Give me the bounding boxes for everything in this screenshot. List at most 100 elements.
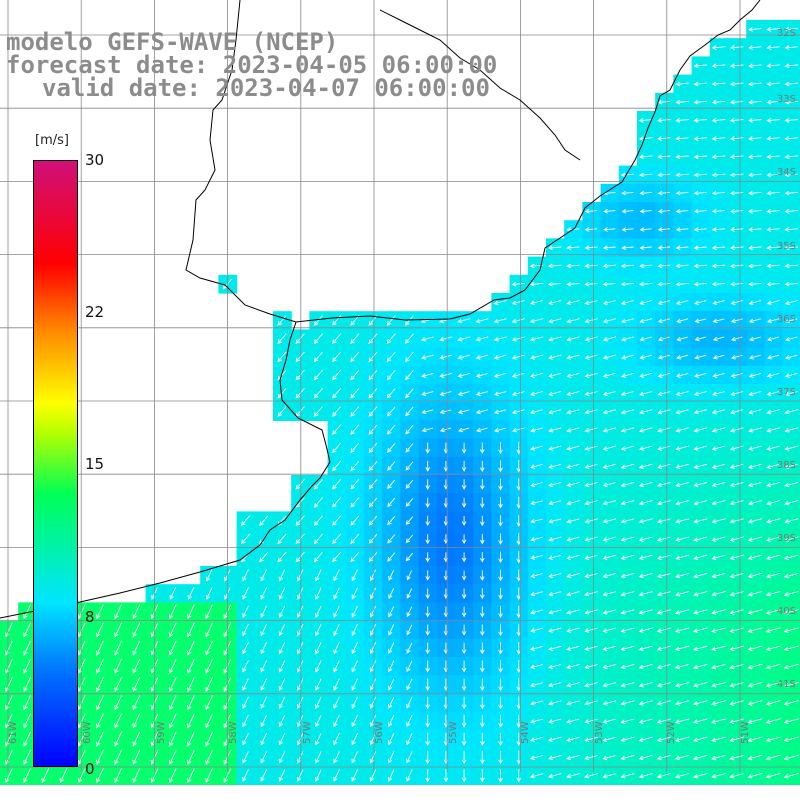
wind-arrow [529, 281, 544, 287]
wind-arrow [260, 733, 268, 746]
wind-arrow [388, 624, 395, 636]
wind-arrow [406, 570, 413, 581]
wind-arrow [493, 372, 507, 378]
wind-arrow [480, 732, 485, 746]
wind-arrow [475, 409, 488, 415]
wind-arrow [729, 118, 744, 123]
wind-arrow [657, 190, 671, 196]
wind-arrow [747, 572, 763, 579]
wind-arrow [313, 315, 323, 326]
wind-arrow [475, 372, 489, 378]
wind-arrow [493, 409, 507, 415]
wind-arrow [711, 591, 726, 597]
wind-arrow [498, 478, 503, 491]
wind-arrow [621, 209, 634, 214]
wind-arrow [333, 642, 340, 655]
wind-arrow [766, 136, 780, 141]
wind-arrow [420, 336, 434, 342]
wind-arrow [783, 681, 799, 688]
wind-arrow [711, 281, 726, 287]
wind-arrow [747, 736, 763, 743]
wind-arrow [23, 659, 31, 674]
wind-arrow [296, 642, 304, 655]
wind-arrow [530, 536, 543, 542]
wind-arrow [205, 768, 213, 784]
lat-label: 38S [776, 460, 796, 471]
wind-arrow [657, 263, 671, 269]
wind-arrow [547, 682, 562, 688]
wind-arrow [693, 154, 708, 160]
wind-arrow [748, 372, 762, 378]
wind-arrow [187, 768, 195, 784]
wind-arrow [350, 442, 360, 454]
colorbar-tick-8: 8 [85, 608, 95, 626]
wind-arrow [296, 751, 304, 764]
wind-arrow [498, 442, 503, 455]
wind-arrow [766, 372, 780, 378]
wind-arrow [748, 27, 762, 32]
wind-arrow [620, 627, 635, 633]
wind-arrow [747, 627, 763, 633]
wind-arrow [332, 351, 342, 363]
wind-arrow [656, 572, 671, 579]
wind-arrow [638, 754, 653, 761]
wind-arrow [638, 663, 653, 670]
wind-arrow [566, 354, 580, 360]
wind-arrow [278, 642, 286, 655]
wind-arrow [169, 587, 177, 600]
wind-arrow [205, 677, 213, 693]
wind-arrow [784, 372, 798, 378]
wind-arrow [461, 732, 467, 746]
wind-arrow [516, 642, 521, 655]
wind-arrow [639, 263, 653, 269]
wind-arrow [656, 682, 672, 688]
wind-arrow [784, 445, 799, 451]
wind-arrow [132, 695, 141, 711]
wind-arrow [584, 391, 598, 397]
wind-arrow [693, 591, 708, 597]
wind-arrow [548, 336, 562, 342]
wind-arrow [675, 572, 690, 579]
wind-arrow [96, 768, 104, 784]
wind-arrow [187, 659, 195, 674]
wind-arrow [620, 663, 635, 670]
wind-arrow [461, 552, 467, 563]
wind-arrow [584, 372, 598, 378]
wind-arrow [332, 442, 342, 454]
wind-arrow [388, 570, 395, 581]
wind-arrow [369, 587, 377, 600]
wind-arrow [729, 518, 744, 524]
wind-arrow [350, 406, 360, 417]
wind-arrow [350, 460, 360, 472]
wind-arrow [766, 245, 780, 251]
wind-arrow [693, 645, 708, 652]
wind-arrow [369, 606, 377, 618]
wind-arrow [729, 463, 744, 469]
wind-arrow [493, 336, 507, 342]
wind-arrow [114, 750, 122, 765]
wind-arrow [747, 754, 763, 761]
wind-arrow [566, 482, 580, 488]
wind-arrow [498, 606, 503, 618]
wind-arrow [242, 605, 249, 619]
wind-arrow [332, 369, 342, 381]
wind-arrow [711, 663, 726, 670]
wind-arrow [766, 154, 780, 160]
wind-arrow [584, 663, 598, 670]
wind-arrow [693, 554, 708, 561]
wind-arrow [584, 518, 598, 524]
wind-arrow [620, 172, 635, 178]
wind-arrow [132, 622, 141, 638]
wind-arrow [784, 409, 799, 415]
wind-arrow [693, 481, 708, 488]
wind-arrow [132, 750, 141, 765]
wind-arrow [315, 733, 322, 746]
wind-arrow [529, 391, 544, 397]
wind-arrow [187, 604, 195, 620]
wind-arrow [674, 773, 690, 779]
wind-arrow [480, 714, 485, 728]
wind-arrow [566, 300, 580, 306]
wind-arrow [548, 664, 562, 670]
wind-arrow [457, 427, 470, 433]
wind-arrow [620, 682, 635, 688]
